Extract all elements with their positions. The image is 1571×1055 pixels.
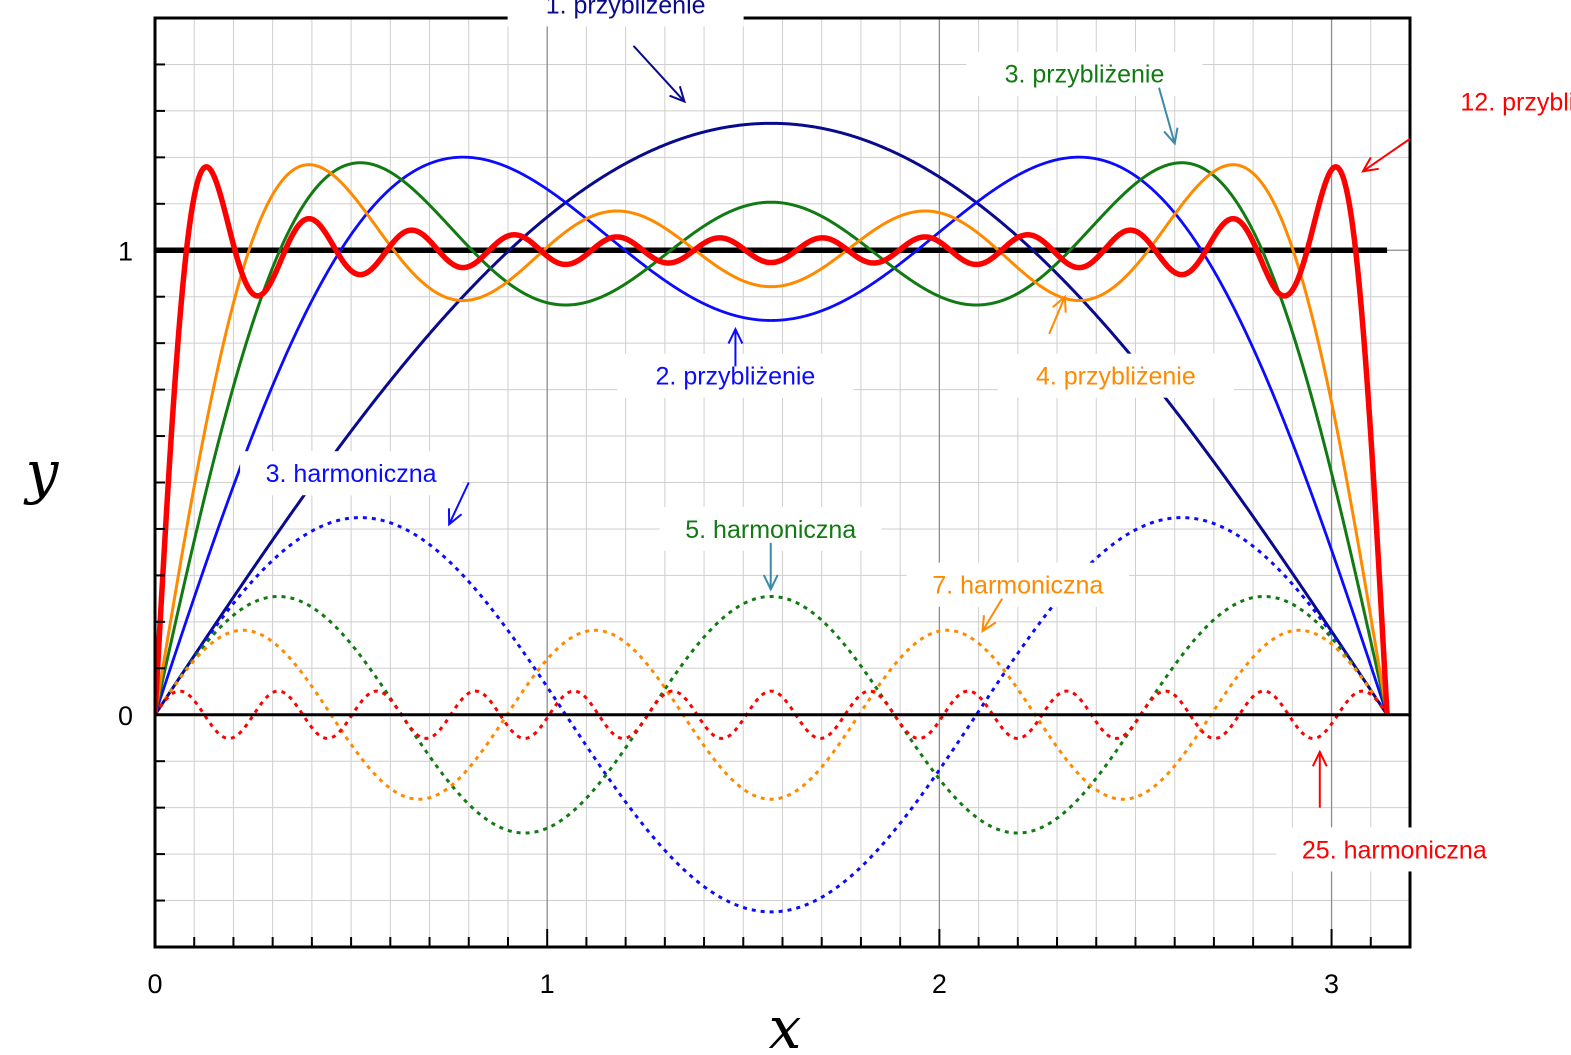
arrow-head xyxy=(447,508,463,527)
annotation: 3. przybliżenie xyxy=(966,51,1203,146)
arrow-head xyxy=(1052,294,1067,313)
x-tick-label: 0 xyxy=(147,969,162,999)
annotation: 1. harmoniczna1. przybliżenie xyxy=(507,0,744,104)
annotation: 3. harmoniczna xyxy=(240,451,470,527)
plot-frame xyxy=(153,16,1412,949)
annotation-arrow xyxy=(632,45,686,103)
annotation-label: 12. przybliżenie xyxy=(1460,89,1571,117)
annotation-label: 25. harmoniczna xyxy=(1302,836,1487,864)
annotation-label: 7. harmoniczna xyxy=(932,572,1103,600)
x-tick-label: 3 xyxy=(1324,969,1339,999)
axis-labels: 0 1 2 3 0 1 x y xyxy=(23,236,1339,1055)
annotation-label: 5. harmoniczna xyxy=(685,516,856,544)
x-tick-label: 1 xyxy=(540,969,555,999)
annotation-box xyxy=(966,51,1203,96)
arrow-head xyxy=(669,85,687,104)
annotation-label: 3. harmoniczna xyxy=(266,460,437,488)
harmonic-7-line xyxy=(155,628,1389,801)
annotation: 7. harmoniczna xyxy=(906,562,1129,634)
approximation-1-line xyxy=(155,121,1389,716)
annotation-box xyxy=(1276,827,1513,872)
y-tick-label: 0 xyxy=(118,701,133,731)
series-lines xyxy=(155,121,1390,914)
approximation-3-line xyxy=(155,161,1389,716)
annotation-label: 1. przybliżenie xyxy=(546,0,706,19)
arrow-head xyxy=(1163,127,1179,146)
annotation: 2. przybliżenie xyxy=(617,326,854,398)
annotation-label: 3. przybliżenie xyxy=(1005,61,1165,89)
annotation-label: 2. przybliżenie xyxy=(656,363,816,391)
annotation: 4. przybliżenie xyxy=(997,294,1234,398)
annotation-label: 4. przybliżenie xyxy=(1036,363,1196,391)
arrow-head xyxy=(1361,156,1379,173)
harmonic-3-line xyxy=(155,516,1389,914)
annotation-box xyxy=(906,562,1129,607)
annotation-box xyxy=(997,353,1234,398)
annotation: 5. harmoniczna xyxy=(659,506,882,592)
approximation-2-line xyxy=(155,155,1389,716)
approximation-12-line xyxy=(155,164,1390,715)
harmonic-25-line xyxy=(155,689,1389,740)
arrow-head xyxy=(981,615,997,634)
annotation: 25. harmoniczna xyxy=(1276,749,1513,872)
approximation-4-line xyxy=(155,163,1389,715)
harmonic-5-line xyxy=(155,594,1389,835)
annotation-arrow xyxy=(448,482,470,525)
annotation-arrow xyxy=(1362,137,1411,173)
x-tick-label: 2 xyxy=(932,969,947,999)
annotations: 1. harmoniczna1. przybliżenie 2. przybliż… xyxy=(240,0,1571,872)
annotation-box xyxy=(1422,79,1571,124)
arrow-head xyxy=(727,326,744,345)
annotation-arrow xyxy=(981,598,1003,632)
arrow-head xyxy=(762,574,779,592)
annotation: 12. przybliżenie xyxy=(1361,79,1571,173)
annotation-arrow xyxy=(1048,296,1066,335)
annotation-box xyxy=(240,451,463,496)
annotation-box xyxy=(507,0,744,27)
y-axis-title: y xyxy=(23,438,60,506)
annotation-arrow xyxy=(1158,87,1176,144)
x-axis-title: x xyxy=(769,994,802,1055)
arrow-head xyxy=(1311,749,1328,767)
y-tick-label: 1 xyxy=(118,236,133,266)
